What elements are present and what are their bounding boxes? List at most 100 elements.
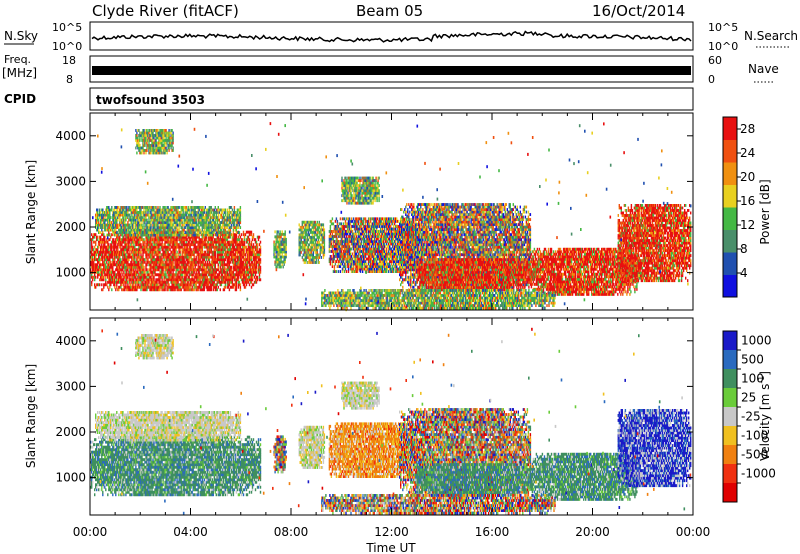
heatmap-cell bbox=[224, 261, 225, 264]
heatmap-cell bbox=[167, 238, 168, 241]
heatmap-cell bbox=[232, 278, 233, 281]
heatmap-cell bbox=[247, 241, 248, 244]
heatmap-cell bbox=[198, 224, 199, 227]
heatmap-cell bbox=[135, 283, 136, 286]
heatmap-cell bbox=[244, 243, 245, 246]
heatmap-cell bbox=[204, 211, 205, 214]
heatmap-cell bbox=[217, 261, 218, 264]
heatmap-cell bbox=[259, 276, 260, 279]
heatmap-cell bbox=[91, 273, 92, 276]
heatmap-cell bbox=[91, 233, 92, 236]
heatmap-cell bbox=[95, 243, 96, 246]
heatmap-cell bbox=[127, 251, 128, 254]
heatmap-cell bbox=[170, 231, 171, 234]
heatmap-cell bbox=[120, 246, 121, 249]
heatmap-cell bbox=[93, 248, 94, 251]
heatmap-cell bbox=[123, 209, 124, 212]
heatmap-cell bbox=[112, 266, 113, 269]
heatmap-cell bbox=[237, 253, 238, 256]
heatmap-cell bbox=[177, 209, 178, 212]
heatmap-cell bbox=[184, 216, 185, 219]
heatmap-cell bbox=[142, 281, 143, 284]
heatmap-cell bbox=[134, 238, 135, 241]
heatmap-cell bbox=[157, 283, 158, 286]
heatmap-cell bbox=[260, 271, 261, 274]
heatmap-cell bbox=[256, 258, 257, 261]
heatmap-cell bbox=[107, 241, 108, 244]
heatmap-cell bbox=[186, 276, 187, 279]
heatmap-cell bbox=[189, 271, 190, 274]
heatmap-cell bbox=[251, 258, 252, 261]
heatmap-cell bbox=[236, 229, 237, 232]
heatmap-cell bbox=[258, 238, 259, 241]
heatmap-cell bbox=[151, 243, 152, 246]
heatmap-cell bbox=[243, 261, 244, 264]
heatmap-cell bbox=[119, 256, 120, 259]
heatmap-cell bbox=[183, 211, 184, 214]
heatmap-cell bbox=[121, 276, 122, 279]
heatmap-cell bbox=[124, 221, 125, 224]
heatmap-cell bbox=[152, 211, 153, 214]
heatmap-cell bbox=[148, 281, 149, 284]
heatmap-cell bbox=[97, 248, 98, 251]
heatmap-cell bbox=[196, 271, 197, 274]
heatmap-cell bbox=[251, 233, 252, 236]
heatmap-cell bbox=[116, 283, 117, 286]
heatmap-cell bbox=[140, 251, 141, 254]
heatmap-cell bbox=[218, 206, 219, 209]
heatmap-cell bbox=[97, 276, 98, 279]
heatmap-cell bbox=[229, 283, 230, 286]
heatmap-cell bbox=[191, 256, 192, 259]
heatmap-cell bbox=[218, 286, 219, 289]
heatmap-cell bbox=[183, 231, 184, 234]
heatmap-cell bbox=[123, 271, 124, 274]
heatmap-cell bbox=[222, 253, 223, 256]
heatmap-cell bbox=[260, 258, 261, 261]
heatmap-cell bbox=[174, 229, 175, 232]
heatmap-cell bbox=[108, 288, 109, 291]
heatmap-cell bbox=[92, 246, 93, 249]
heatmap-cell bbox=[146, 219, 147, 222]
heatmap-cell bbox=[121, 283, 122, 286]
heatmap-cell bbox=[220, 224, 221, 227]
heatmap-cell bbox=[94, 283, 95, 286]
heatmap-cell bbox=[150, 268, 151, 271]
heatmap-cell bbox=[172, 229, 173, 232]
heatmap-cell bbox=[165, 129, 166, 132]
heatmap-cell bbox=[157, 129, 158, 132]
heatmap-cell bbox=[216, 271, 217, 274]
heatmap-cell bbox=[136, 209, 137, 212]
heatmap-cell bbox=[228, 286, 229, 289]
heatmap-cell bbox=[146, 234, 147, 237]
heatmap-cell bbox=[257, 276, 258, 279]
heatmap-cell bbox=[136, 288, 137, 291]
heatmap-cell bbox=[207, 261, 208, 264]
heatmap-cell bbox=[120, 273, 121, 276]
heatmap-cell bbox=[164, 286, 165, 289]
heatmap-cell bbox=[257, 243, 258, 246]
heatmap-cell bbox=[97, 211, 98, 214]
heatmap-cell bbox=[116, 241, 117, 244]
heatmap-cell bbox=[161, 241, 162, 244]
heatmap-cell bbox=[159, 278, 160, 281]
heatmap-cell bbox=[239, 281, 240, 284]
heatmap-cell bbox=[156, 263, 157, 266]
heatmap-cell bbox=[92, 278, 93, 281]
heatmap-cell bbox=[153, 276, 154, 279]
heatmap-cell bbox=[168, 149, 169, 152]
heatmap-cell bbox=[129, 276, 130, 279]
heatmap-cell bbox=[179, 231, 180, 234]
heatmap-cell bbox=[251, 241, 252, 244]
heatmap-cell bbox=[138, 261, 139, 264]
heatmap-cell bbox=[220, 288, 221, 291]
heatmap-cell bbox=[122, 273, 123, 276]
heatmap-cell bbox=[164, 288, 165, 291]
heatmap-cell bbox=[205, 251, 206, 254]
heatmap-cell bbox=[213, 219, 214, 222]
heatmap-cell bbox=[218, 214, 219, 217]
heatmap-cell bbox=[116, 286, 117, 289]
heatmap-cell bbox=[229, 288, 230, 291]
heatmap-cell bbox=[131, 214, 132, 217]
heatmap-cell bbox=[145, 266, 146, 269]
heatmap-cell bbox=[172, 224, 173, 227]
